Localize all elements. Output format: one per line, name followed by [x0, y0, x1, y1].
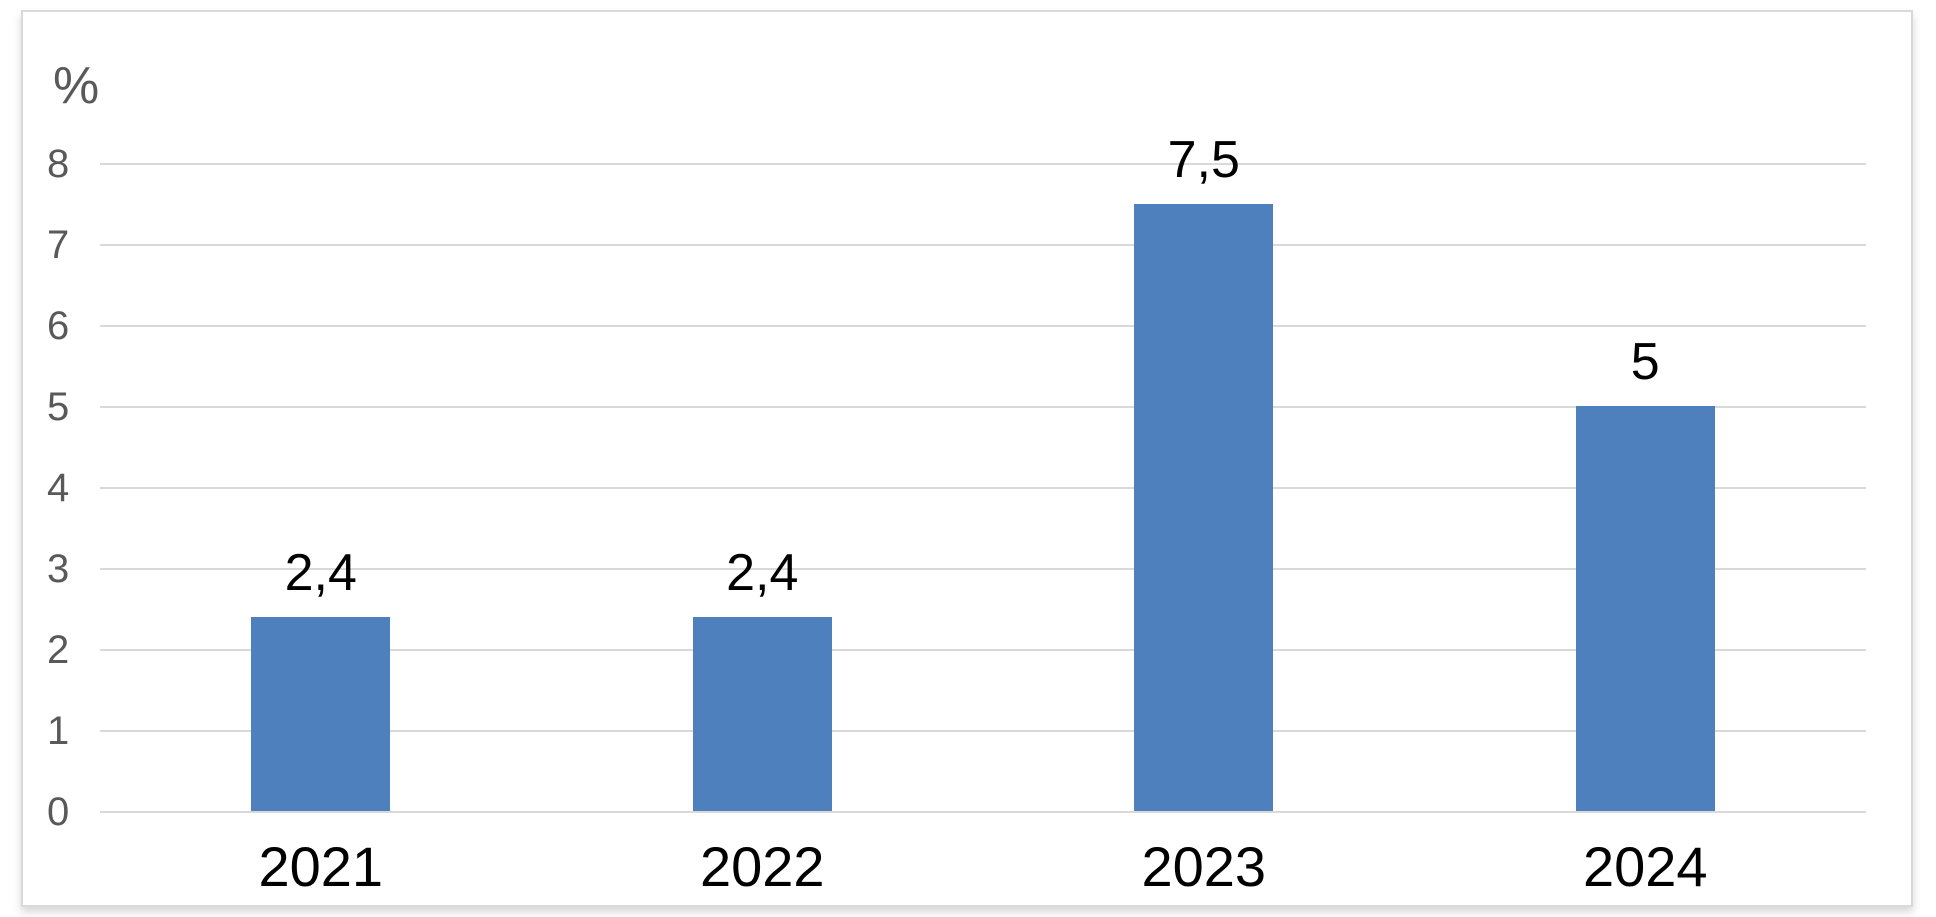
gridline	[100, 244, 1866, 246]
gridline	[100, 325, 1866, 327]
data-label-2022: 2,4	[726, 543, 799, 602]
y-tick-label: 8	[47, 142, 70, 186]
gridline	[100, 406, 1866, 408]
y-tick-label: 5	[47, 385, 70, 429]
category-label-2021: 2021	[258, 835, 384, 898]
bar-2022	[692, 616, 832, 811]
data-label-2024: 5	[1630, 333, 1660, 391]
y-tick-label: 3	[47, 547, 70, 591]
bar-2024	[1575, 406, 1715, 811]
gridline	[100, 730, 1866, 732]
gridline	[100, 811, 1866, 813]
y-axis-unit-label: %	[53, 57, 100, 115]
gridline	[100, 649, 1866, 651]
data-label-2021: 2,4	[284, 543, 357, 602]
data-label-2023: 7,5	[1167, 130, 1240, 189]
chart-panel: % 0 1 2 3 4 5 6 7 8 2,4 2,4 7,5 5 2021 2022 2023 2024	[21, 10, 1913, 907]
y-tick-label: 7	[47, 223, 70, 267]
category-label-2024: 2024	[1582, 835, 1708, 898]
y-tick-label: 4	[47, 466, 70, 510]
y-tick-label: 2	[47, 628, 70, 672]
y-tick-label: 6	[47, 304, 70, 348]
gridline	[100, 487, 1866, 489]
category-label-2022: 2022	[699, 835, 825, 898]
bar-2021	[251, 616, 391, 811]
y-tick-label: 0	[47, 790, 70, 834]
category-label-2023: 2023	[1141, 835, 1267, 898]
bar-2023	[1134, 203, 1274, 811]
y-tick-label: 1	[47, 709, 70, 753]
gridline	[100, 568, 1866, 570]
gridline	[100, 163, 1866, 165]
